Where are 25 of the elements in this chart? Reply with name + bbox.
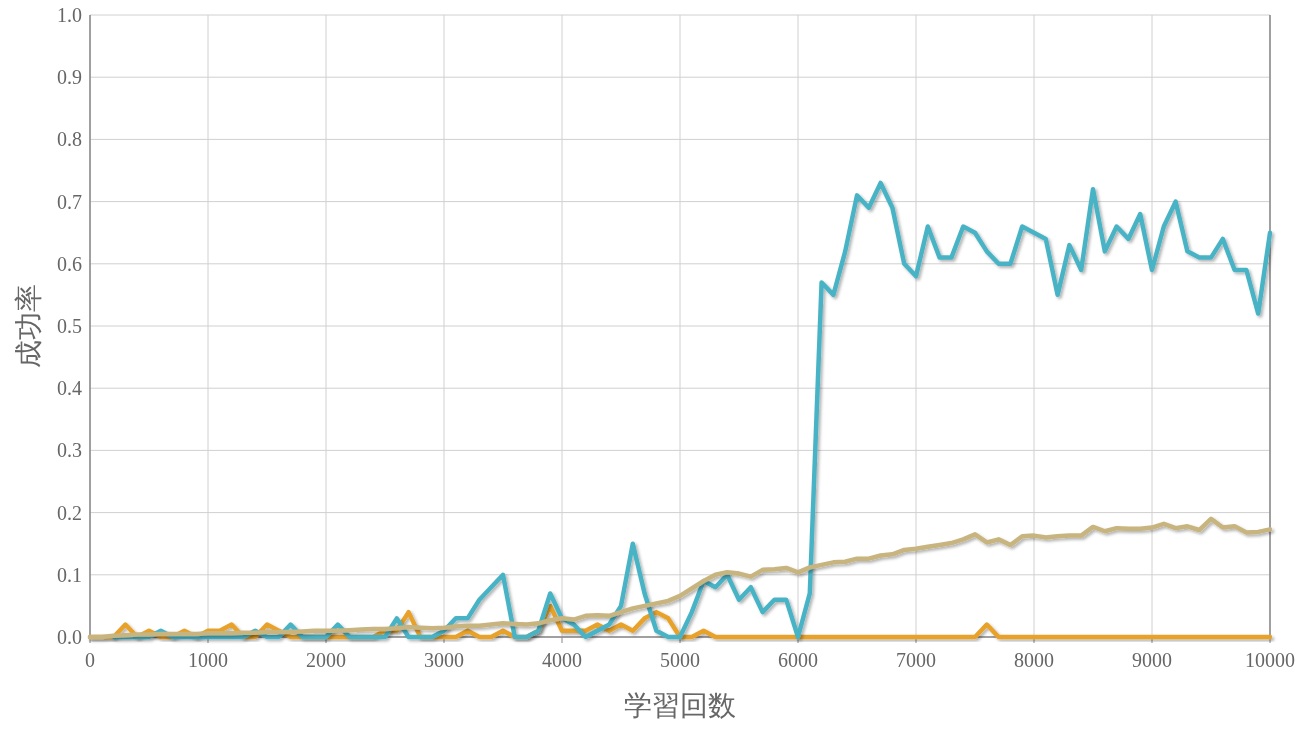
x-tick-label: 9000 — [1132, 649, 1172, 671]
y-tick-label: 0.8 — [57, 128, 82, 151]
x-tick-label: 0 — [85, 649, 95, 671]
x-tick-label: 1000 — [188, 649, 228, 671]
y-tick-label: 0.0 — [57, 626, 82, 648]
y-tick-label: 0.2 — [57, 501, 82, 524]
line-series — [111, 180, 1273, 640]
y-tick-label: 1.0 — [57, 4, 82, 26]
y-tick-label: 0.1 — [57, 563, 82, 586]
y-axis-title: 成功率 — [12, 284, 45, 368]
x-tick-label: 6000 — [778, 649, 818, 671]
x-axis-title: 学習回数 — [624, 689, 736, 722]
x-tick-label: 3000 — [424, 649, 464, 671]
y-tick-label: 0.5 — [57, 315, 82, 337]
x-tick-label: 10000 — [1245, 649, 1295, 671]
y-tick-label: 0.3 — [57, 439, 82, 462]
x-tick-label: 5000 — [660, 649, 700, 671]
x-tick-label: 4000 — [542, 649, 582, 671]
y-tick-label: 0.4 — [57, 377, 82, 400]
y-tick-label: 0.7 — [57, 190, 82, 213]
x-tick-label: 7000 — [896, 649, 936, 671]
x-tick-label: 2000 — [306, 649, 346, 671]
y-tick-label: 0.9 — [57, 66, 82, 89]
y-tick-label: 0.6 — [57, 252, 82, 275]
x-tick-label: 8000 — [1014, 649, 1054, 671]
